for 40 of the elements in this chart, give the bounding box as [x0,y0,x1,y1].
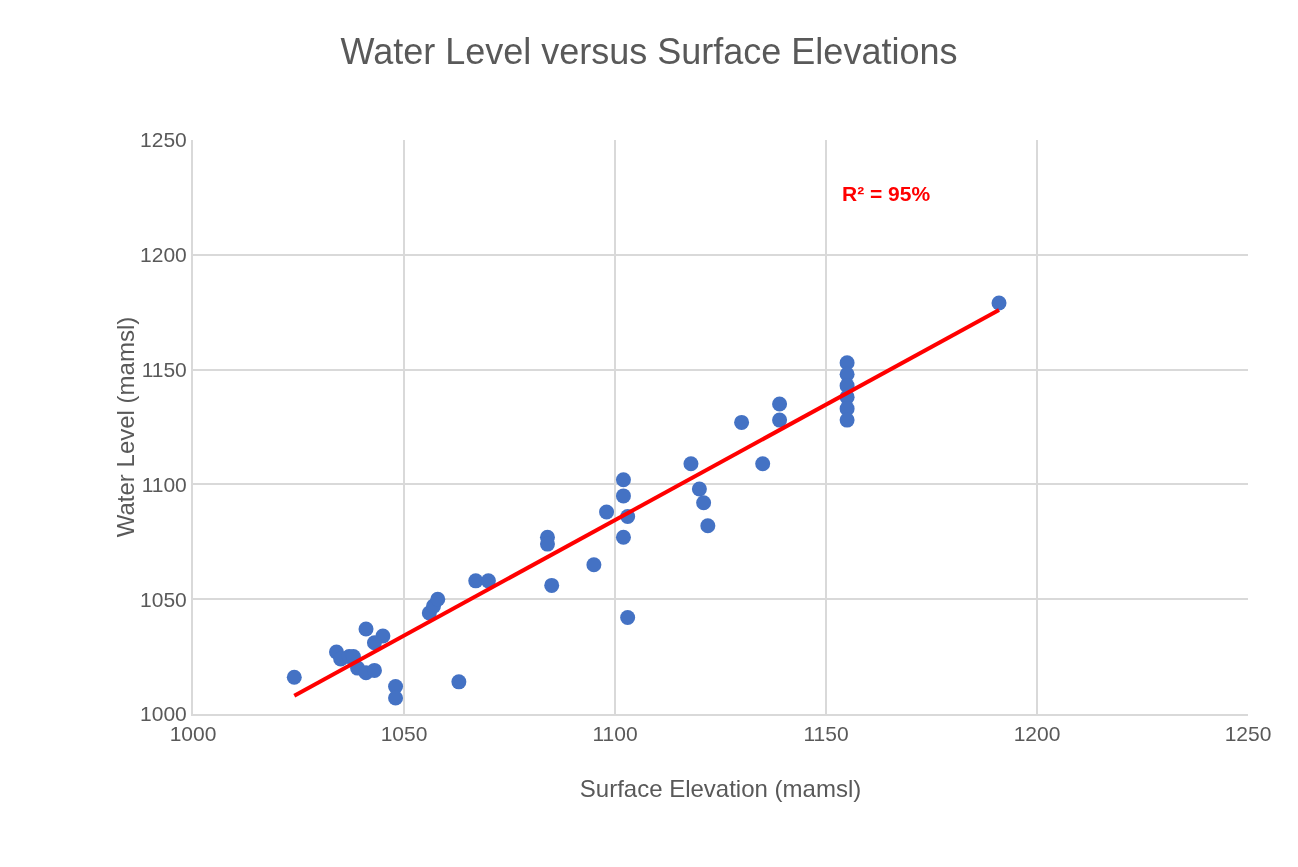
y-tick-label: 1100 [141,472,187,496]
point [683,456,699,472]
point [696,495,712,511]
point [991,295,1007,311]
point [772,396,788,412]
y-tick-label: 1050 [140,587,187,611]
point [286,669,302,685]
y-axis-title: Water Level (mamsl) [112,316,139,538]
y-tick-label: 1150 [141,357,187,381]
point [388,690,404,706]
point [615,529,631,545]
point [480,573,496,589]
point [734,414,750,430]
x-tick-label: 1250 [1224,722,1272,746]
point [839,412,855,428]
x-tick-label: 1100 [592,722,638,746]
point [451,674,467,690]
point [615,488,631,504]
point [586,557,602,573]
point [691,481,707,497]
x-tick-label: 1200 [1013,722,1061,746]
chart-title: Water Level versus Surface Elevations [340,31,958,73]
x-tick-label: 1050 [380,722,428,746]
x-tick-label: 1150 [803,722,849,746]
point [599,504,615,520]
annotation: R² = 95% [842,182,931,205]
point [772,412,788,428]
point [544,577,560,593]
point [366,662,382,678]
point [620,610,636,626]
point [615,472,631,488]
point [358,621,374,637]
point [468,573,484,589]
point [430,591,446,607]
point [755,456,771,472]
x-axis-title: Surface Elevation (mamsl) [579,775,862,802]
y-tick-label: 1250 [140,128,187,152]
y-tick-label: 1200 [140,243,187,267]
point [366,635,382,651]
point [700,518,716,534]
